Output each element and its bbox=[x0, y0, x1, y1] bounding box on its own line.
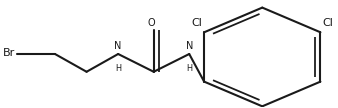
Text: Br: Br bbox=[3, 48, 16, 58]
Text: Cl: Cl bbox=[322, 18, 333, 28]
Text: N: N bbox=[115, 41, 122, 51]
Text: O: O bbox=[148, 18, 155, 28]
Text: Cl: Cl bbox=[191, 18, 202, 28]
Text: H: H bbox=[186, 64, 192, 73]
Text: H: H bbox=[115, 64, 121, 73]
Text: N: N bbox=[186, 41, 193, 51]
